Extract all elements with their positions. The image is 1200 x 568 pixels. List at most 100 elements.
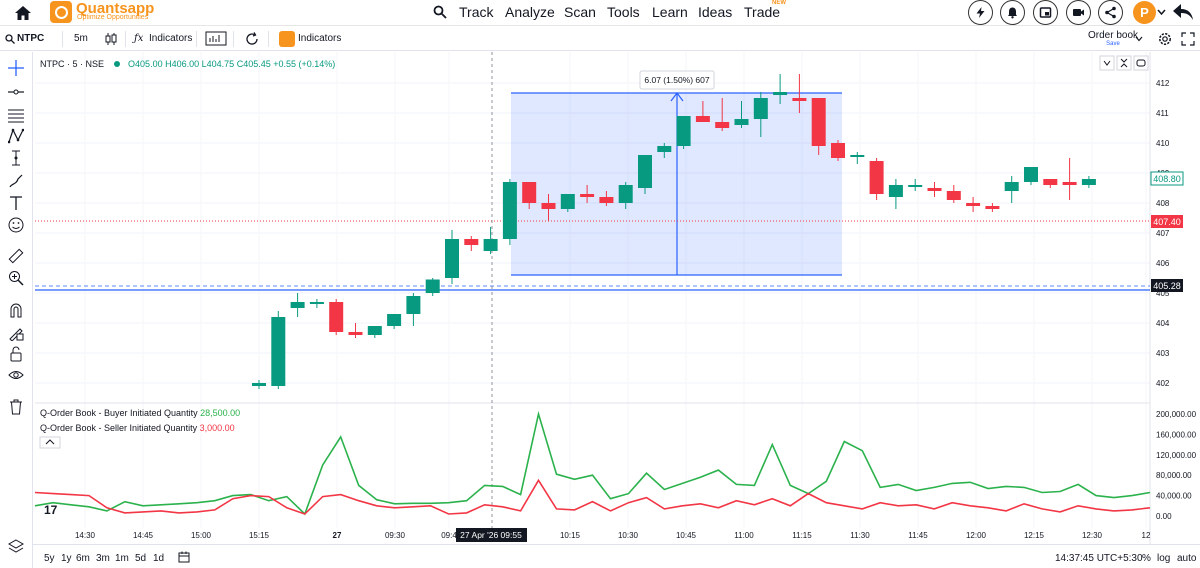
candle[interactable] — [252, 380, 266, 389]
candle[interactable] — [367, 326, 382, 338]
candle[interactable] — [464, 236, 479, 251]
nav-ideas[interactable]: Ideas — [698, 4, 733, 20]
candle[interactable] — [348, 323, 363, 338]
candle[interactable] — [1043, 179, 1058, 188]
candle[interactable] — [406, 293, 421, 326]
text-tool-icon[interactable] — [8, 195, 24, 211]
stay-in-drawing-icon[interactable] — [8, 325, 24, 341]
candle[interactable] — [618, 182, 633, 209]
settings-icon[interactable] — [1158, 32, 1172, 46]
order-book-save[interactable]: Save — [1106, 41, 1120, 47]
candle[interactable] — [966, 197, 981, 212]
range-5d[interactable]: 5d — [135, 553, 147, 564]
share-button[interactable] — [1098, 0, 1123, 25]
chart-collapse-button[interactable] — [1116, 55, 1132, 71]
range-1d[interactable]: 1d — [153, 553, 165, 564]
lock-icon[interactable] — [8, 346, 24, 362]
lightning-button[interactable] — [968, 0, 993, 25]
trash-icon[interactable] — [8, 399, 24, 415]
tradingview-logo-icon[interactable]: 17 — [44, 503, 58, 517]
candle[interactable] — [695, 101, 710, 122]
nav-tools[interactable]: Tools — [607, 4, 640, 20]
range-3m[interactable]: 3m — [96, 553, 110, 564]
candle[interactable] — [773, 74, 788, 104]
brush-icon[interactable] — [8, 173, 24, 189]
home-icon[interactable] — [14, 4, 32, 22]
candle[interactable] — [290, 293, 305, 317]
candle[interactable] — [271, 311, 286, 389]
nav-track[interactable]: Track — [459, 4, 494, 20]
nav-learn[interactable]: Learn — [652, 4, 688, 20]
buyer-legend[interactable]: Q-Order Book - Buyer Initiated Quantity … — [40, 408, 240, 418]
range-6m[interactable]: 6m — [76, 553, 90, 564]
calendar-range-icon[interactable] — [178, 551, 190, 563]
candle[interactable] — [927, 182, 942, 197]
back-arrow-icon[interactable] — [1172, 2, 1194, 22]
fib-retracement-icon[interactable] — [8, 107, 24, 123]
candle[interactable] — [329, 299, 344, 335]
nav-trade[interactable]: Trade — [744, 4, 781, 20]
candle[interactable] — [850, 152, 865, 164]
candle[interactable] — [309, 299, 324, 308]
candle[interactable] — [483, 227, 498, 254]
interval-selector[interactable]: 5m — [74, 33, 88, 44]
fx-icon[interactable]: ƒx — [134, 33, 144, 44]
candle[interactable] — [541, 194, 556, 221]
candle[interactable] — [1024, 167, 1038, 185]
pattern-icon[interactable] — [8, 128, 24, 144]
symbol-title[interactable]: NTPC · 5 · NSE — [40, 59, 105, 69]
symbol-search-icon[interactable] — [5, 34, 15, 44]
chevron-down-icon[interactable] — [1135, 36, 1143, 42]
candle[interactable] — [522, 182, 537, 209]
candle[interactable] — [753, 92, 768, 137]
magnet-icon[interactable] — [8, 302, 24, 318]
candle[interactable] — [908, 179, 923, 191]
candle[interactable] — [734, 101, 749, 128]
candle[interactable] — [445, 230, 459, 284]
candle[interactable] — [1004, 176, 1019, 203]
candle[interactable] — [888, 179, 903, 209]
emoji-icon[interactable] — [8, 217, 24, 233]
collapse-pane-button[interactable] — [39, 436, 61, 449]
candle[interactable] — [560, 194, 575, 212]
log-toggle[interactable]: log — [1157, 553, 1171, 564]
nav-analyze[interactable]: Analyze — [505, 4, 555, 20]
range-1m[interactable]: 1m — [115, 553, 129, 564]
candle[interactable] — [580, 185, 595, 203]
refresh-icon[interactable] — [245, 32, 259, 46]
avatar[interactable]: P — [1133, 1, 1156, 24]
layers-icon[interactable] — [8, 538, 24, 554]
window-button[interactable] — [1033, 0, 1058, 25]
quantsapp-indicators-button[interactable]: Indicators — [298, 33, 342, 44]
candle[interactable] — [715, 98, 730, 131]
candle[interactable] — [502, 179, 517, 245]
brand-name[interactable]: Quantsapp — [76, 0, 155, 17]
auto-toggle[interactable]: auto — [1177, 553, 1197, 564]
candle[interactable] — [831, 140, 845, 161]
clock[interactable]: 14:37:45 UTC+5:30 — [1055, 553, 1143, 564]
quantsapp-logo-icon[interactable] — [50, 1, 72, 23]
candle[interactable] — [657, 143, 672, 158]
ruler-icon[interactable] — [8, 248, 24, 264]
order-book-button[interactable]: Order book Save — [1088, 30, 1138, 47]
trend-line-icon[interactable] — [8, 84, 24, 100]
chevron-down-icon[interactable] — [1157, 9, 1166, 16]
zoom-in-icon[interactable] — [8, 270, 24, 286]
notifications-button[interactable] — [1000, 0, 1025, 25]
candle[interactable] — [1062, 158, 1077, 200]
seller-legend[interactable]: Q-Order Book - Seller Initiated Quantity… — [40, 423, 235, 433]
screenshot-icon[interactable] — [205, 30, 227, 48]
crosshair-icon[interactable] — [8, 60, 24, 76]
range-1y[interactable]: 1y — [61, 553, 72, 564]
quantsapp-indicators-icon[interactable] — [279, 31, 295, 47]
percent-toggle[interactable]: % — [1142, 553, 1151, 564]
indicators-button[interactable]: Indicators — [149, 33, 193, 44]
fullscreen-icon[interactable] — [1181, 32, 1195, 46]
range-5y[interactable]: 5y — [44, 553, 55, 564]
candle[interactable] — [792, 74, 807, 113]
candle[interactable] — [946, 185, 961, 203]
candle[interactable] — [425, 278, 440, 296]
candle[interactable] — [811, 98, 826, 155]
video-button[interactable] — [1066, 0, 1091, 25]
